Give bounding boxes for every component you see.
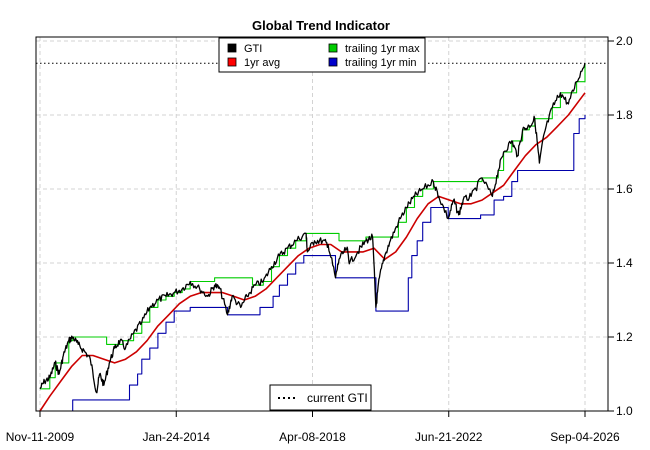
legend-swatch-trailing-min — [328, 57, 338, 67]
x-tick-label: Jan-24-2014 — [143, 430, 211, 444]
y-tick-label: 1.8 — [616, 108, 633, 122]
x-tick-label: Apr-08-2018 — [279, 430, 346, 444]
y-tick-label: 2.0 — [616, 34, 633, 48]
plot-frame — [35, 36, 609, 412]
legend-label-1yr-avg: 1yr avg — [244, 57, 280, 69]
series-line-trailing-1yr-min — [40, 115, 586, 412]
legend-main: GTI 1yr avg trailing 1yr max trailing 1y… — [218, 37, 426, 73]
legend-label-trailing-min: trailing 1yr min — [345, 57, 417, 69]
y-axis: 1.0 1.2 1.4 1.6 1.8 2.0 — [608, 34, 633, 418]
legend-current-label: current GTI — [307, 391, 368, 405]
y-tick-label: 1.2 — [616, 330, 633, 344]
legend-label-gti: GTI — [244, 43, 262, 55]
legend-swatch-1yr-avg — [227, 57, 237, 67]
x-axis: Nov-11-2009 Jan-24-2014 Apr-08-2018 Jun-21-… — [6, 411, 620, 444]
chart-title: Global Trend Indicator — [252, 18, 390, 33]
legend-swatch-gti — [227, 43, 237, 53]
y-tick-label: 1.6 — [616, 182, 633, 196]
grid-lines — [36, 37, 608, 412]
x-tick-label: Jun-21-2022 — [415, 430, 483, 444]
legend-entry-trailing-max: trailing 1yr max — [328, 43, 420, 55]
legend-label-trailing-max: trailing 1yr max — [345, 43, 420, 55]
series-layer — [39, 63, 586, 412]
legend-current: current GTI — [269, 384, 372, 411]
legend-entry-1yr-avg: 1yr avg — [227, 57, 280, 69]
x-tick-label: Sep-04-2026 — [550, 430, 620, 444]
legend-main-box — [218, 37, 426, 73]
x-tick-label: Nov-11-2009 — [6, 430, 75, 444]
legend-entry-gti: GTI — [227, 43, 262, 55]
series-line-1yr-avg — [39, 92, 586, 412]
legend-entry-trailing-min: trailing 1yr min — [328, 57, 417, 69]
legend-swatch-trailing-max — [328, 43, 338, 53]
legend-current-box — [269, 384, 372, 411]
series-line-trailing-1yr-max — [40, 63, 586, 390]
series-line-gti — [39, 63, 586, 394]
y-tick-label: 1.0 — [616, 404, 633, 418]
y-tick-label: 1.4 — [616, 256, 633, 270]
